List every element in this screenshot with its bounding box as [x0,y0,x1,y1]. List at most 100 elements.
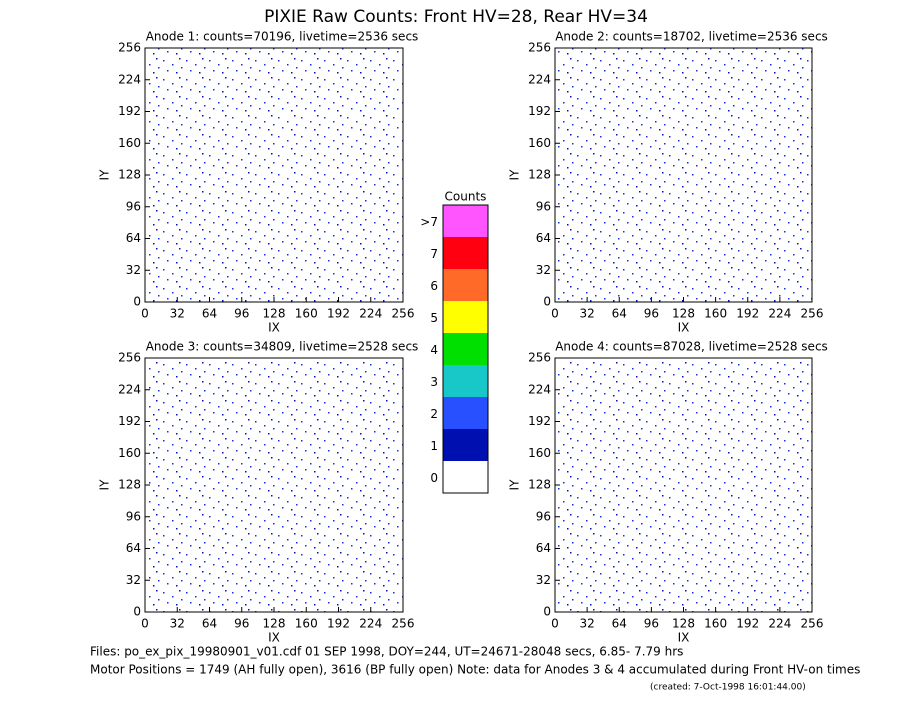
x-tick-label: 96 [234,307,249,321]
colorbar-swatch [443,301,488,333]
y-tick-label: 128 [528,478,551,492]
x-tick-label: 160 [704,307,727,321]
colorbar-label: 0 [430,471,438,485]
pixel-map-texture [555,48,812,302]
y-tick-label: 192 [118,104,141,118]
x-axis-label: IX [678,321,690,335]
x-tick-label: 0 [551,617,559,631]
colorbar-label: 4 [430,343,438,357]
colorbar-swatch [443,461,488,493]
colorbar-swatch [443,429,488,461]
panel-title: Anode 1: counts=70196, livetime=2536 sec… [146,30,419,44]
x-tick-label: 160 [704,617,727,631]
x-tick-label: 128 [672,307,695,321]
colorbar-swatch [443,205,488,237]
y-tick-label: 192 [528,104,551,118]
x-tick-label: 128 [263,307,286,321]
y-axis-label: IY [98,169,112,181]
x-tick-label: 192 [327,307,350,321]
x-tick-label: 256 [801,617,824,631]
y-tick-label: 160 [528,136,551,150]
y-axis-label: IY [98,479,112,491]
x-axis-label: IX [268,631,280,645]
figure-title: PIXIE Raw Counts: Front HV=28, Rear HV=3… [264,7,648,27]
y-tick-label: 160 [118,446,141,460]
y-tick-label: 224 [118,72,141,86]
x-tick-label: 224 [768,617,791,631]
x-tick-label: 224 [768,307,791,321]
x-tick-label: 192 [736,617,759,631]
x-tick-label: 0 [141,307,149,321]
colorbar-title: Counts [445,190,487,204]
x-tick-label: 128 [263,617,286,631]
y-tick-label: 160 [118,136,141,150]
colorbar-frame [442,204,489,494]
colorbar-swatch [443,269,488,301]
x-tick-label: 256 [392,617,415,631]
panel-title: Anode 2: counts=18702, livetime=2536 sec… [555,30,828,44]
panel-title: Anode 4: counts=87028, livetime=2528 sec… [555,340,828,354]
x-tick-label: 96 [644,617,659,631]
y-tick-label: 256 [528,351,551,365]
x-tick-label: 64 [202,617,217,631]
x-tick-label: 160 [295,617,318,631]
x-tick-label: 192 [327,617,350,631]
colorbar-label: 2 [430,407,438,421]
x-tick-label: 64 [202,307,217,321]
x-tick-label: 224 [359,617,382,631]
x-tick-label: 256 [392,307,415,321]
colorbar-label: 1 [430,439,438,453]
y-tick-label: 96 [126,509,141,523]
colorbar-label: 3 [430,375,438,389]
y-axis-label: IY [508,169,522,181]
y-tick-label: 192 [118,414,141,428]
colorbar-label: 6 [430,279,438,293]
y-tick-label: 96 [536,199,551,213]
x-tick-label: 0 [141,617,149,631]
x-tick-label: 160 [295,307,318,321]
colorbar-swatch [443,237,488,269]
x-tick-label: 32 [579,617,594,631]
y-axis-label: IY [508,479,522,491]
y-tick-label: 128 [118,168,141,182]
footer-motor: Motor Positions = 1749 (AH fully open), … [90,663,860,677]
pixel-map-texture [145,48,403,302]
x-tick-label: 0 [551,307,559,321]
footer-files: Files: po_ex_pix_19980901_v01.cdf 01 SEP… [90,645,683,659]
x-tick-label: 128 [672,617,695,631]
y-tick-label: 0 [543,605,551,619]
x-tick-label: 96 [234,617,249,631]
x-tick-label: 64 [612,307,627,321]
x-tick-label: 224 [359,307,382,321]
y-tick-label: 224 [528,382,551,396]
colorbar-label: 5 [430,311,438,325]
y-tick-label: 64 [126,541,141,555]
y-tick-label: 256 [118,351,141,365]
pixel-map-texture [145,358,403,612]
footer-created: (created: 7-Oct-1998 16:01:44.00) [650,683,806,693]
y-tick-label: 128 [528,168,551,182]
x-tick-label: 32 [170,617,185,631]
colorbar-swatch [443,333,488,365]
x-tick-label: 192 [736,307,759,321]
y-tick-label: 0 [133,605,141,619]
pixel-map-texture [555,358,812,612]
x-tick-label: 64 [612,617,627,631]
y-tick-label: 64 [536,541,551,555]
y-tick-label: 0 [543,295,551,309]
y-tick-label: 32 [536,573,551,587]
x-tick-label: 96 [644,307,659,321]
y-tick-label: 0 [133,295,141,309]
x-axis-label: IX [678,631,690,645]
y-tick-label: 32 [126,573,141,587]
y-tick-label: 128 [118,478,141,492]
x-axis-label: IX [268,321,280,335]
y-tick-label: 64 [536,231,551,245]
y-tick-label: 32 [536,263,551,277]
colorbar-label: >7 [420,215,438,229]
y-tick-label: 64 [126,231,141,245]
y-tick-label: 224 [118,382,141,396]
y-tick-label: 192 [528,414,551,428]
colorbar-swatch [443,397,488,429]
